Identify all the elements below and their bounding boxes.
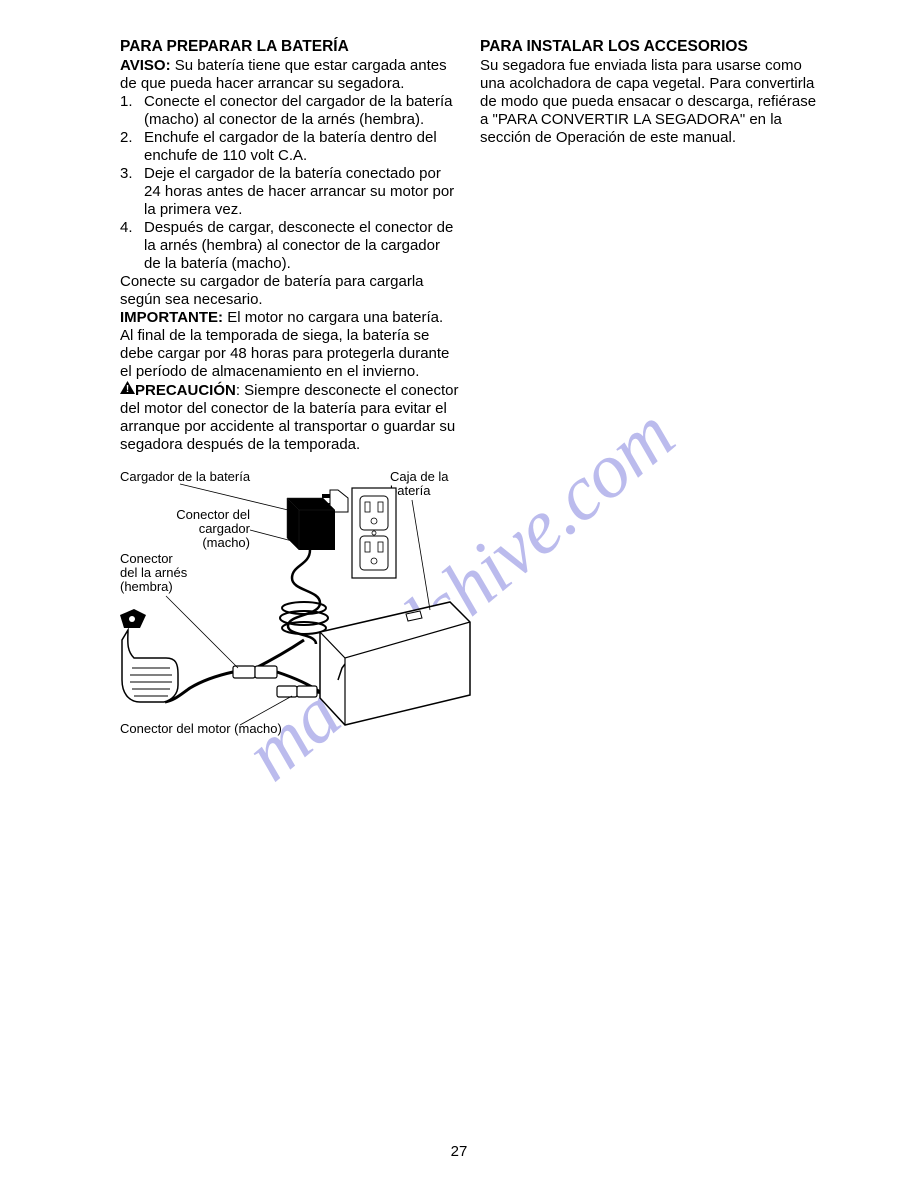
step-item: Conecte el conector del cargador de la b… [144, 93, 460, 129]
importante-label: IMPORTANTE: [120, 309, 223, 326]
season-text: Al final de la temporada de siega, la ba… [120, 327, 460, 381]
after-list-text: Conecte su cargador de batería para carg… [120, 273, 460, 309]
battery-diagram: Cargador de la batería Caja de la baterí… [120, 470, 480, 750]
right-text: Su segadora fue enviada lista para usars… [480, 57, 820, 147]
aviso-label: AVISO: [120, 57, 171, 74]
left-heading: PARA PREPARAR LA BATERÍA [120, 38, 460, 57]
warning-triangle-icon: ! [120, 381, 135, 399]
left-column: PARA PREPARAR LA BATERÍA AVISO: Su bater… [120, 38, 460, 750]
two-column-layout: PARA PREPARAR LA BATERÍA AVISO: Su bater… [120, 38, 878, 750]
aviso-paragraph: AVISO: Su batería tiene que estar cargad… [120, 57, 460, 93]
right-column: PARA INSTALAR LOS ACCESORIOS Su segadora… [480, 38, 820, 750]
page-number: 27 [451, 1143, 468, 1160]
diagram-svg [120, 470, 480, 750]
step-item: Deje el cargador de la batería conectado… [144, 165, 460, 219]
motor-end [120, 609, 178, 702]
right-heading: PARA INSTALAR LOS ACCESORIOS [480, 38, 820, 57]
importante-text: El motor no cargara una batería. [223, 309, 443, 326]
battery-box [320, 602, 470, 725]
steps-list: Conecte el conector del cargador de la b… [120, 93, 460, 273]
importante-paragraph: IMPORTANTE: El motor no cargara una bate… [120, 309, 460, 327]
step-item: Después de cargar, desconecte el conecto… [144, 219, 460, 273]
step-item: Enchufe el cargador de la batería dentro… [144, 129, 460, 165]
precaucion-paragraph: ! PRECAUCIÓN: Siempre desconecte el cone… [120, 381, 460, 454]
svg-text:!: ! [126, 384, 129, 394]
precaucion-label: PRECAUCIÓN [135, 382, 236, 399]
